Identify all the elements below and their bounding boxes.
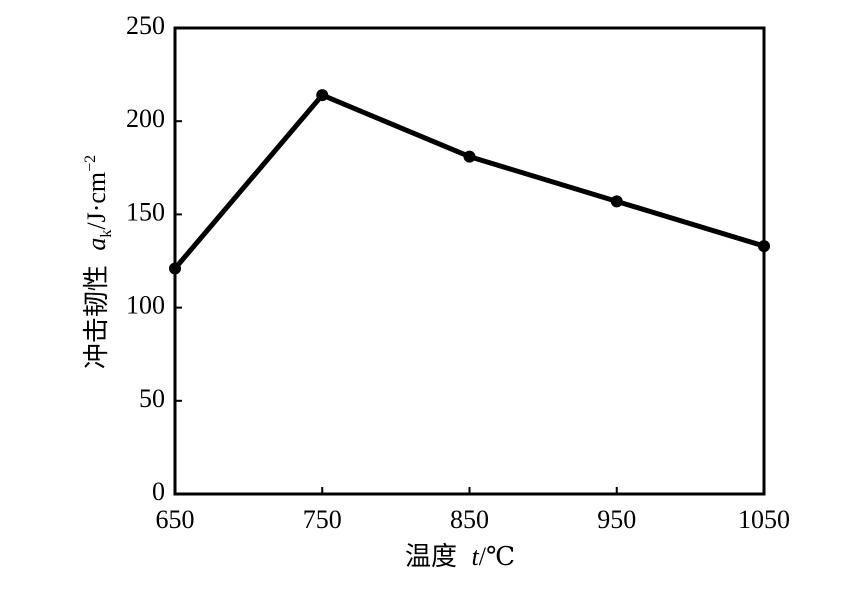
y-tick-label: 250 [126,11,165,40]
y-tick-label: 200 [126,104,165,133]
y-tick-label: 100 [126,291,165,320]
data-point [463,150,476,163]
data-point [316,89,329,102]
x-label-unit: /℃ [479,542,515,571]
x-label-text: 温度 [405,542,457,571]
y-tick-label: 50 [139,384,165,413]
x-tick-label: 850 [450,505,489,534]
y-label-unit: /J·cm [82,172,111,230]
x-tick-label: 1050 [738,505,790,534]
y-tick-label: 0 [152,477,165,506]
x-tick-label: 950 [597,505,636,534]
y-label-symbol: a [82,238,111,251]
data-point [169,262,181,275]
data-point [610,195,623,208]
x-tick-label: 750 [303,505,342,534]
y-label-sub: k [98,230,115,238]
y-label-text: 冲击韧性 [82,265,111,369]
y-label-sup: −2 [82,155,99,172]
y-axis-label: 冲击韧性 ak/J·cm−2 [82,155,115,369]
data-point [758,240,770,253]
y-tick-label: 150 [126,197,165,226]
plot-frame [173,26,766,496]
x-label-symbol: t [471,542,479,571]
data-line [173,92,765,271]
x-axis-label: 温度 t/℃ [405,542,515,571]
x-tick-label: 650 [156,505,195,534]
